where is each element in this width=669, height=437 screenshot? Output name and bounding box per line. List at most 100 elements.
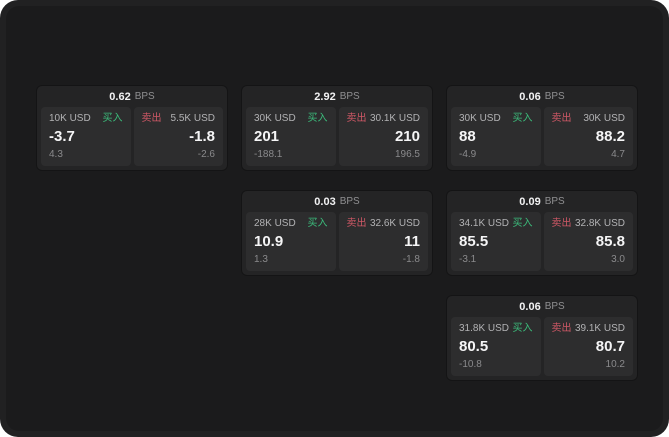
buy-side-label: 买入 xyxy=(307,218,328,229)
buy-label-row: 30K USD 买入 xyxy=(254,113,328,125)
sell-price: 88.2 xyxy=(595,128,625,145)
spread-value: 0.06 xyxy=(519,90,541,103)
sell-panel[interactable]: 卖出 30K USD 88.2 4.7 xyxy=(543,107,633,166)
sell-delta: 10.2 xyxy=(605,359,625,370)
buy-panel[interactable]: 34.1K USD 买入 85.5 -3.1 xyxy=(451,212,541,271)
sell-label-row: 卖出 5.5K USD xyxy=(142,113,216,125)
spread-unit-label: BPS xyxy=(339,91,360,102)
quote-body: 30K USD 买入 201 -188.1 卖出 30.1K USD 210 1… xyxy=(242,107,432,170)
sell-panel[interactable]: 卖出 32.8K USD 85.8 3.0 xyxy=(543,212,633,271)
buy-size: 30K USD xyxy=(459,113,501,124)
sell-label-row: 卖出 39.1K USD xyxy=(552,323,626,335)
buy-price: 88 xyxy=(459,128,476,145)
spread-value: 0.62 xyxy=(109,90,131,103)
spread-unit-label: BPS xyxy=(544,196,565,207)
quote-card: 0.06 BPS 30K USD 买入 88 -4.9 卖出 30K USD 8… xyxy=(447,86,637,170)
quote-card: 2.92 BPS 30K USD 买入 201 -188.1 卖出 30.1K … xyxy=(242,86,432,170)
buy-price: 85.5 xyxy=(459,233,489,250)
sell-side-label: 卖出 xyxy=(551,218,572,229)
quote-body: 34.1K USD 买入 85.5 -3.1 卖出 32.8K USD 85.8… xyxy=(447,212,637,275)
buy-panel[interactable]: 31.8K USD 买入 80.5 -10.8 xyxy=(451,317,541,376)
sell-price: 11 xyxy=(404,233,420,250)
buy-panel[interactable]: 30K USD 买入 201 -188.1 xyxy=(246,107,336,166)
sell-side-label: 卖出 xyxy=(551,323,572,334)
spread-header: 0.06 BPS xyxy=(447,296,637,317)
spread-value: 0.06 xyxy=(519,300,541,313)
sell-side-label: 卖出 xyxy=(141,113,162,124)
buy-side-label: 买入 xyxy=(307,113,328,124)
buy-delta: 1.3 xyxy=(254,254,268,265)
buy-label-row: 34.1K USD 买入 xyxy=(459,218,533,230)
buy-size: 28K USD xyxy=(254,218,296,229)
quote-card-grid: 0.62 BPS 10K USD 买入 -3.7 4.3 卖出 5.5K USD… xyxy=(37,86,637,380)
sell-panel[interactable]: 卖出 39.1K USD 80.7 10.2 xyxy=(543,317,633,376)
buy-size: 31.8K USD xyxy=(459,323,510,334)
sell-size: 32.8K USD xyxy=(574,218,625,229)
sell-panel[interactable]: 卖出 32.6K USD 11 -1.8 xyxy=(338,212,428,271)
sell-price: 80.7 xyxy=(595,338,625,355)
spread-value: 0.03 xyxy=(314,195,336,208)
buy-delta: -4.9 xyxy=(459,149,477,160)
buy-size: 34.1K USD xyxy=(459,218,510,229)
sell-panel[interactable]: 卖出 5.5K USD -1.8 -2.6 xyxy=(133,107,223,166)
spread-unit-label: BPS xyxy=(134,91,155,102)
quote-card: 0.06 BPS 31.8K USD 买入 80.5 -10.8 卖出 39.1… xyxy=(447,296,637,380)
sell-side-label: 卖出 xyxy=(551,113,572,124)
buy-delta: 4.3 xyxy=(49,149,63,160)
quote-body: 28K USD 买入 10.9 1.3 卖出 32.6K USD 11 -1.8 xyxy=(242,212,432,275)
sell-size: 30K USD xyxy=(583,113,625,124)
quote-body: 10K USD 买入 -3.7 4.3 卖出 5.5K USD -1.8 -2.… xyxy=(37,107,227,170)
buy-delta: -3.1 xyxy=(459,254,477,265)
buy-side-label: 买入 xyxy=(512,323,533,334)
buy-side-label: 买入 xyxy=(512,113,533,124)
quote-card: 0.62 BPS 10K USD 买入 -3.7 4.3 卖出 5.5K USD… xyxy=(37,86,227,170)
sell-delta: 3.0 xyxy=(611,254,625,265)
buy-price: -3.7 xyxy=(49,128,75,145)
buy-delta: -188.1 xyxy=(254,149,283,160)
sell-label-row: 卖出 32.6K USD xyxy=(347,218,421,230)
buy-label-row: 30K USD 买入 xyxy=(459,113,533,125)
quote-body: 30K USD 买入 88 -4.9 卖出 30K USD 88.2 4.7 xyxy=(447,107,637,170)
buy-label-row: 31.8K USD 买入 xyxy=(459,323,533,335)
sell-side-label: 卖出 xyxy=(346,113,367,124)
sell-delta: 196.5 xyxy=(394,149,420,160)
spread-header: 0.03 BPS xyxy=(242,191,432,212)
spread-header: 0.09 BPS xyxy=(447,191,637,212)
sell-side-label: 卖出 xyxy=(346,218,367,229)
buy-panel[interactable]: 30K USD 买入 88 -4.9 xyxy=(451,107,541,166)
sell-label-row: 卖出 32.8K USD xyxy=(552,218,626,230)
sell-size: 32.6K USD xyxy=(369,218,420,229)
buy-label-row: 10K USD 买入 xyxy=(49,113,123,125)
buy-price: 10.9 xyxy=(254,233,284,250)
buy-label-row: 28K USD 买入 xyxy=(254,218,328,230)
sell-price: -1.8 xyxy=(189,128,215,145)
quote-body: 31.8K USD 买入 80.5 -10.8 卖出 39.1K USD 80.… xyxy=(447,317,637,380)
sell-panel[interactable]: 卖出 30.1K USD 210 196.5 xyxy=(338,107,428,166)
sell-delta: -1.8 xyxy=(402,254,420,265)
sell-delta: 4.7 xyxy=(611,149,625,160)
sell-label-row: 卖出 30K USD xyxy=(552,113,626,125)
sell-size: 5.5K USD xyxy=(170,113,215,124)
buy-delta: -10.8 xyxy=(459,359,482,370)
spread-value: 0.09 xyxy=(519,195,541,208)
quote-card: 0.03 BPS 28K USD 买入 10.9 1.3 卖出 32.6K US… xyxy=(242,191,432,275)
buy-size: 10K USD xyxy=(49,113,91,124)
sell-size: 30.1K USD xyxy=(369,113,420,124)
buy-panel[interactable]: 10K USD 买入 -3.7 4.3 xyxy=(41,107,131,166)
buy-side-label: 买入 xyxy=(512,218,533,229)
spread-unit-label: BPS xyxy=(339,196,360,207)
buy-price: 201 xyxy=(254,128,280,145)
sell-label-row: 卖出 30.1K USD xyxy=(347,113,421,125)
buy-size: 30K USD xyxy=(254,113,296,124)
spread-header: 0.62 BPS xyxy=(37,86,227,107)
quote-card: 0.09 BPS 34.1K USD 买入 85.5 -3.1 卖出 32.8K… xyxy=(447,191,637,275)
buy-panel[interactable]: 28K USD 买入 10.9 1.3 xyxy=(246,212,336,271)
buy-side-label: 买入 xyxy=(102,113,123,124)
spread-value: 2.92 xyxy=(314,90,336,103)
buy-price: 80.5 xyxy=(459,338,489,355)
spread-header: 2.92 BPS xyxy=(242,86,432,107)
spread-unit-label: BPS xyxy=(544,301,565,312)
spread-unit-label: BPS xyxy=(544,91,565,102)
spread-header: 0.06 BPS xyxy=(447,86,637,107)
